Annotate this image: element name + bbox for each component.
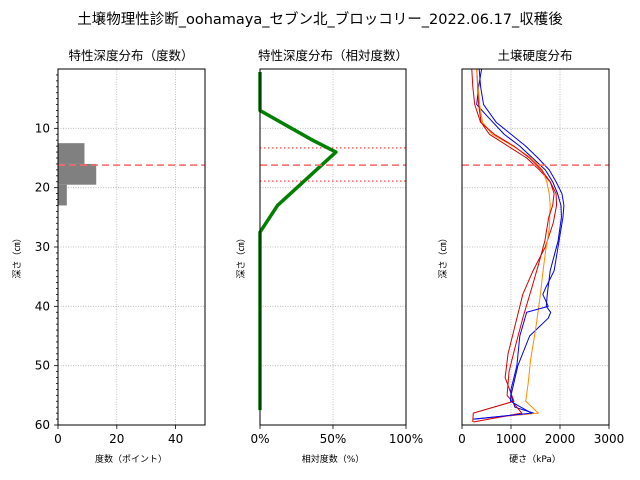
panel-relative: 特性深度分布（相対度数） 0% 50% 100% 相対度数（%） 深さ（㎝）	[236, 48, 423, 465]
x-tick-label: 2000	[545, 432, 576, 446]
panel-hardness-title: 土壌硬度分布	[497, 48, 572, 63]
hardness-line	[472, 68, 558, 423]
axes-frame	[461, 68, 610, 426]
y-tick-label: 50	[35, 359, 50, 373]
x-tick-label: 3000	[594, 432, 625, 446]
panel-frequency: 特性深度分布（度数） 0 20 40 10 20 30 40 50 60 度数（ポイント） 深さ…	[12, 48, 206, 465]
y-axis-label: 深さ（㎝）	[12, 233, 23, 278]
panel-frequency-title: 特性深度分布（度数）	[68, 48, 193, 63]
y-tick-label: 60	[35, 418, 50, 432]
x-axis-label: 相対度数（%）	[302, 453, 365, 465]
bar	[58, 184, 67, 206]
y-tick-label: 30	[35, 240, 50, 254]
y-tick-label: 10	[35, 121, 50, 135]
x-tick-label: 0	[458, 432, 466, 446]
x-tick-label: 20	[109, 432, 124, 446]
x-tick-label: 1000	[496, 432, 527, 446]
x-tick-label: 40	[168, 432, 183, 446]
y-tick-label: 20	[35, 181, 50, 195]
panel-hardness: 土壌硬度分布 0 1000 2000 3000 硬さ（kPa） 深さ（㎝）	[438, 48, 624, 465]
y-axis-label: 深さ（㎝）	[438, 233, 449, 278]
hardness-line	[474, 68, 565, 420]
panel-relative-title: 特性深度分布（相対度数）	[258, 48, 408, 63]
bar	[58, 163, 97, 185]
x-tick-label: 0%	[250, 432, 269, 446]
relative-frequency-line	[258, 71, 338, 411]
hardness-line	[471, 68, 555, 423]
hardness-line	[474, 68, 551, 420]
y-axis-label: 深さ（㎝）	[236, 233, 247, 278]
x-tick-label: 50%	[320, 432, 347, 446]
x-tick-label: 100%	[389, 432, 423, 446]
bar	[58, 143, 85, 164]
figure-title: 土壌物理性診断_oohamaya_セブン北_ブロッコリー_2022.06.17_…	[77, 10, 563, 28]
y-tick-label: 40	[35, 299, 50, 313]
x-axis-label: 硬さ（kPa）	[509, 454, 561, 465]
x-tick-label: 0	[54, 432, 62, 446]
x-axis-label: 度数（ポイント）	[95, 453, 167, 465]
hardness-line	[473, 68, 562, 420]
